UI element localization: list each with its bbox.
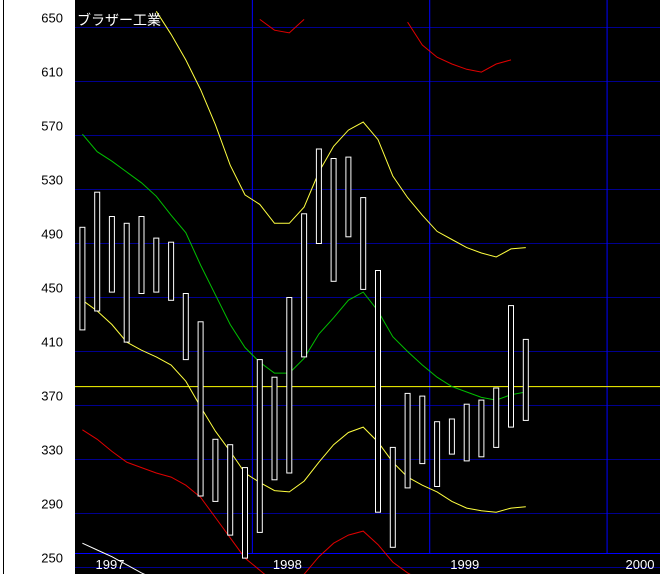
price-bar [434, 421, 441, 488]
price-bar [404, 392, 411, 489]
band-line [407, 21, 512, 73]
price-bar [360, 197, 367, 290]
price-bar [108, 216, 115, 293]
price-bar [227, 444, 234, 536]
y-tick-label: 490 [41, 227, 63, 242]
price-bar [123, 222, 130, 343]
price-bar [79, 226, 86, 331]
band-line [82, 299, 526, 513]
price-bar [138, 216, 145, 294]
price-bar [271, 376, 278, 481]
y-tick-label: 610 [41, 65, 63, 80]
band-line [155, 11, 526, 258]
price-bar [522, 338, 529, 421]
price-bar [197, 321, 204, 497]
price-bar [315, 148, 322, 244]
price-bar [463, 403, 470, 462]
price-bar [493, 387, 500, 448]
x-tick-label: 1998 [273, 557, 302, 572]
price-bar [375, 270, 381, 513]
price-bar [345, 156, 352, 238]
price-bar [182, 293, 189, 361]
price-bar [419, 395, 426, 465]
price-bar [168, 241, 175, 301]
plot-background [75, 0, 660, 574]
y-axis-panel [0, 0, 75, 574]
y-tick-label: 530 [41, 173, 63, 188]
price-bar [242, 467, 248, 559]
y-tick-label: 250 [41, 551, 63, 566]
band-line [82, 542, 146, 574]
band-line [82, 133, 526, 401]
price-bar [256, 359, 263, 533]
y-tick-label: 290 [41, 497, 63, 512]
price-bar [94, 191, 101, 312]
price-bar [286, 297, 293, 474]
band-line [82, 429, 411, 574]
chart-title: ブラザー工業 [77, 12, 161, 28]
price-bar [448, 418, 455, 455]
price-bar [330, 158, 337, 282]
x-tick-label: 2000 [626, 557, 655, 572]
price-bar [153, 237, 160, 293]
price-bar [301, 213, 308, 358]
y-tick-label: 370 [41, 389, 63, 404]
band-line [259, 18, 305, 34]
y-tick-label: 570 [41, 119, 63, 134]
price-bar [389, 446, 396, 548]
x-tick-label: 1999 [450, 557, 479, 572]
y-tick-label: 410 [41, 335, 63, 350]
y-tick-label: 330 [41, 443, 63, 458]
price-bar [212, 438, 219, 502]
left-border [3, 0, 4, 574]
price-bar [508, 305, 514, 428]
x-tick-label: 1997 [96, 557, 125, 572]
y-tick-label: 450 [41, 281, 63, 296]
y-tick-label: 650 [41, 11, 63, 26]
price-bar [478, 399, 485, 458]
